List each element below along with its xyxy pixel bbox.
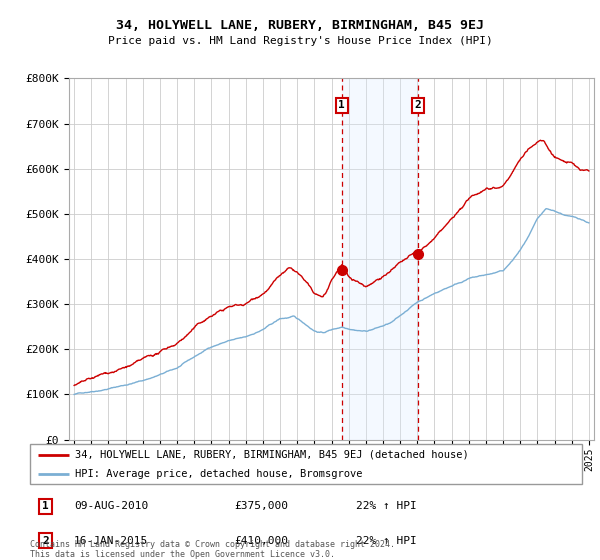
Text: 34, HOLYWELL LANE, RUBERY, BIRMINGHAM, B45 9EJ (detached house): 34, HOLYWELL LANE, RUBERY, BIRMINGHAM, B… [75, 450, 469, 460]
Text: 1: 1 [42, 501, 49, 511]
Text: 2: 2 [42, 536, 49, 545]
FancyBboxPatch shape [30, 444, 582, 484]
Text: 34, HOLYWELL LANE, RUBERY, BIRMINGHAM, B45 9EJ: 34, HOLYWELL LANE, RUBERY, BIRMINGHAM, B… [116, 19, 484, 32]
Text: 22% ↑ HPI: 22% ↑ HPI [356, 501, 416, 511]
Text: 09-AUG-2010: 09-AUG-2010 [74, 501, 148, 511]
Text: 2: 2 [415, 100, 422, 110]
Text: 1: 1 [338, 100, 345, 110]
Text: Price paid vs. HM Land Registry's House Price Index (HPI): Price paid vs. HM Land Registry's House … [107, 36, 493, 46]
Text: 16-JAN-2015: 16-JAN-2015 [74, 536, 148, 545]
Text: HPI: Average price, detached house, Bromsgrove: HPI: Average price, detached house, Brom… [75, 469, 363, 478]
Text: £410,000: £410,000 [234, 536, 288, 545]
Text: £375,000: £375,000 [234, 501, 288, 511]
Text: Contains HM Land Registry data © Crown copyright and database right 2024.
This d: Contains HM Land Registry data © Crown c… [30, 540, 395, 559]
Text: 22% ↑ HPI: 22% ↑ HPI [356, 536, 416, 545]
Bar [342, 78, 418, 440]
